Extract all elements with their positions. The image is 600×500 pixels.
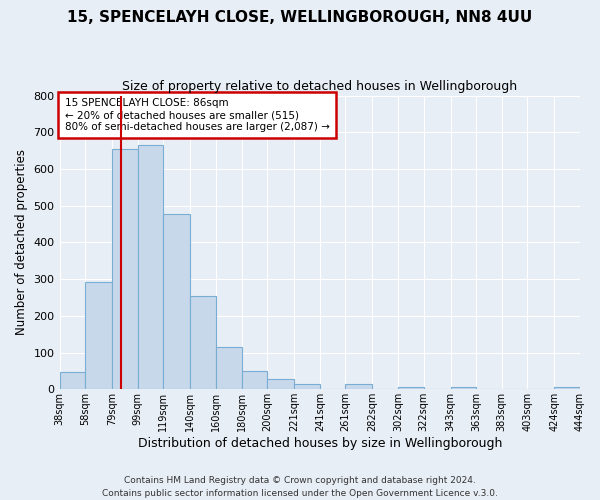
Bar bbox=[138, 145, 163, 390]
Bar bbox=[85, 282, 112, 390]
Bar bbox=[190, 296, 216, 390]
Bar bbox=[398, 386, 424, 390]
Bar bbox=[346, 384, 373, 390]
Title: Size of property relative to detached houses in Wellingborough: Size of property relative to detached ho… bbox=[122, 80, 517, 93]
Bar bbox=[216, 348, 242, 390]
Bar bbox=[59, 372, 85, 390]
Bar bbox=[554, 386, 580, 390]
Bar bbox=[294, 384, 320, 390]
Text: Contains HM Land Registry data © Crown copyright and database right 2024.
Contai: Contains HM Land Registry data © Crown c… bbox=[102, 476, 498, 498]
X-axis label: Distribution of detached houses by size in Wellingborough: Distribution of detached houses by size … bbox=[137, 437, 502, 450]
Bar bbox=[242, 372, 267, 390]
Y-axis label: Number of detached properties: Number of detached properties bbox=[15, 150, 28, 336]
Bar bbox=[112, 149, 138, 390]
Bar bbox=[163, 214, 190, 390]
Text: 15 SPENCELAYH CLOSE: 86sqm
← 20% of detached houses are smaller (515)
80% of sem: 15 SPENCELAYH CLOSE: 86sqm ← 20% of deta… bbox=[65, 98, 329, 132]
Text: 15, SPENCELAYH CLOSE, WELLINGBOROUGH, NN8 4UU: 15, SPENCELAYH CLOSE, WELLINGBOROUGH, NN… bbox=[67, 10, 533, 25]
Bar bbox=[451, 386, 476, 390]
Bar bbox=[267, 379, 294, 390]
